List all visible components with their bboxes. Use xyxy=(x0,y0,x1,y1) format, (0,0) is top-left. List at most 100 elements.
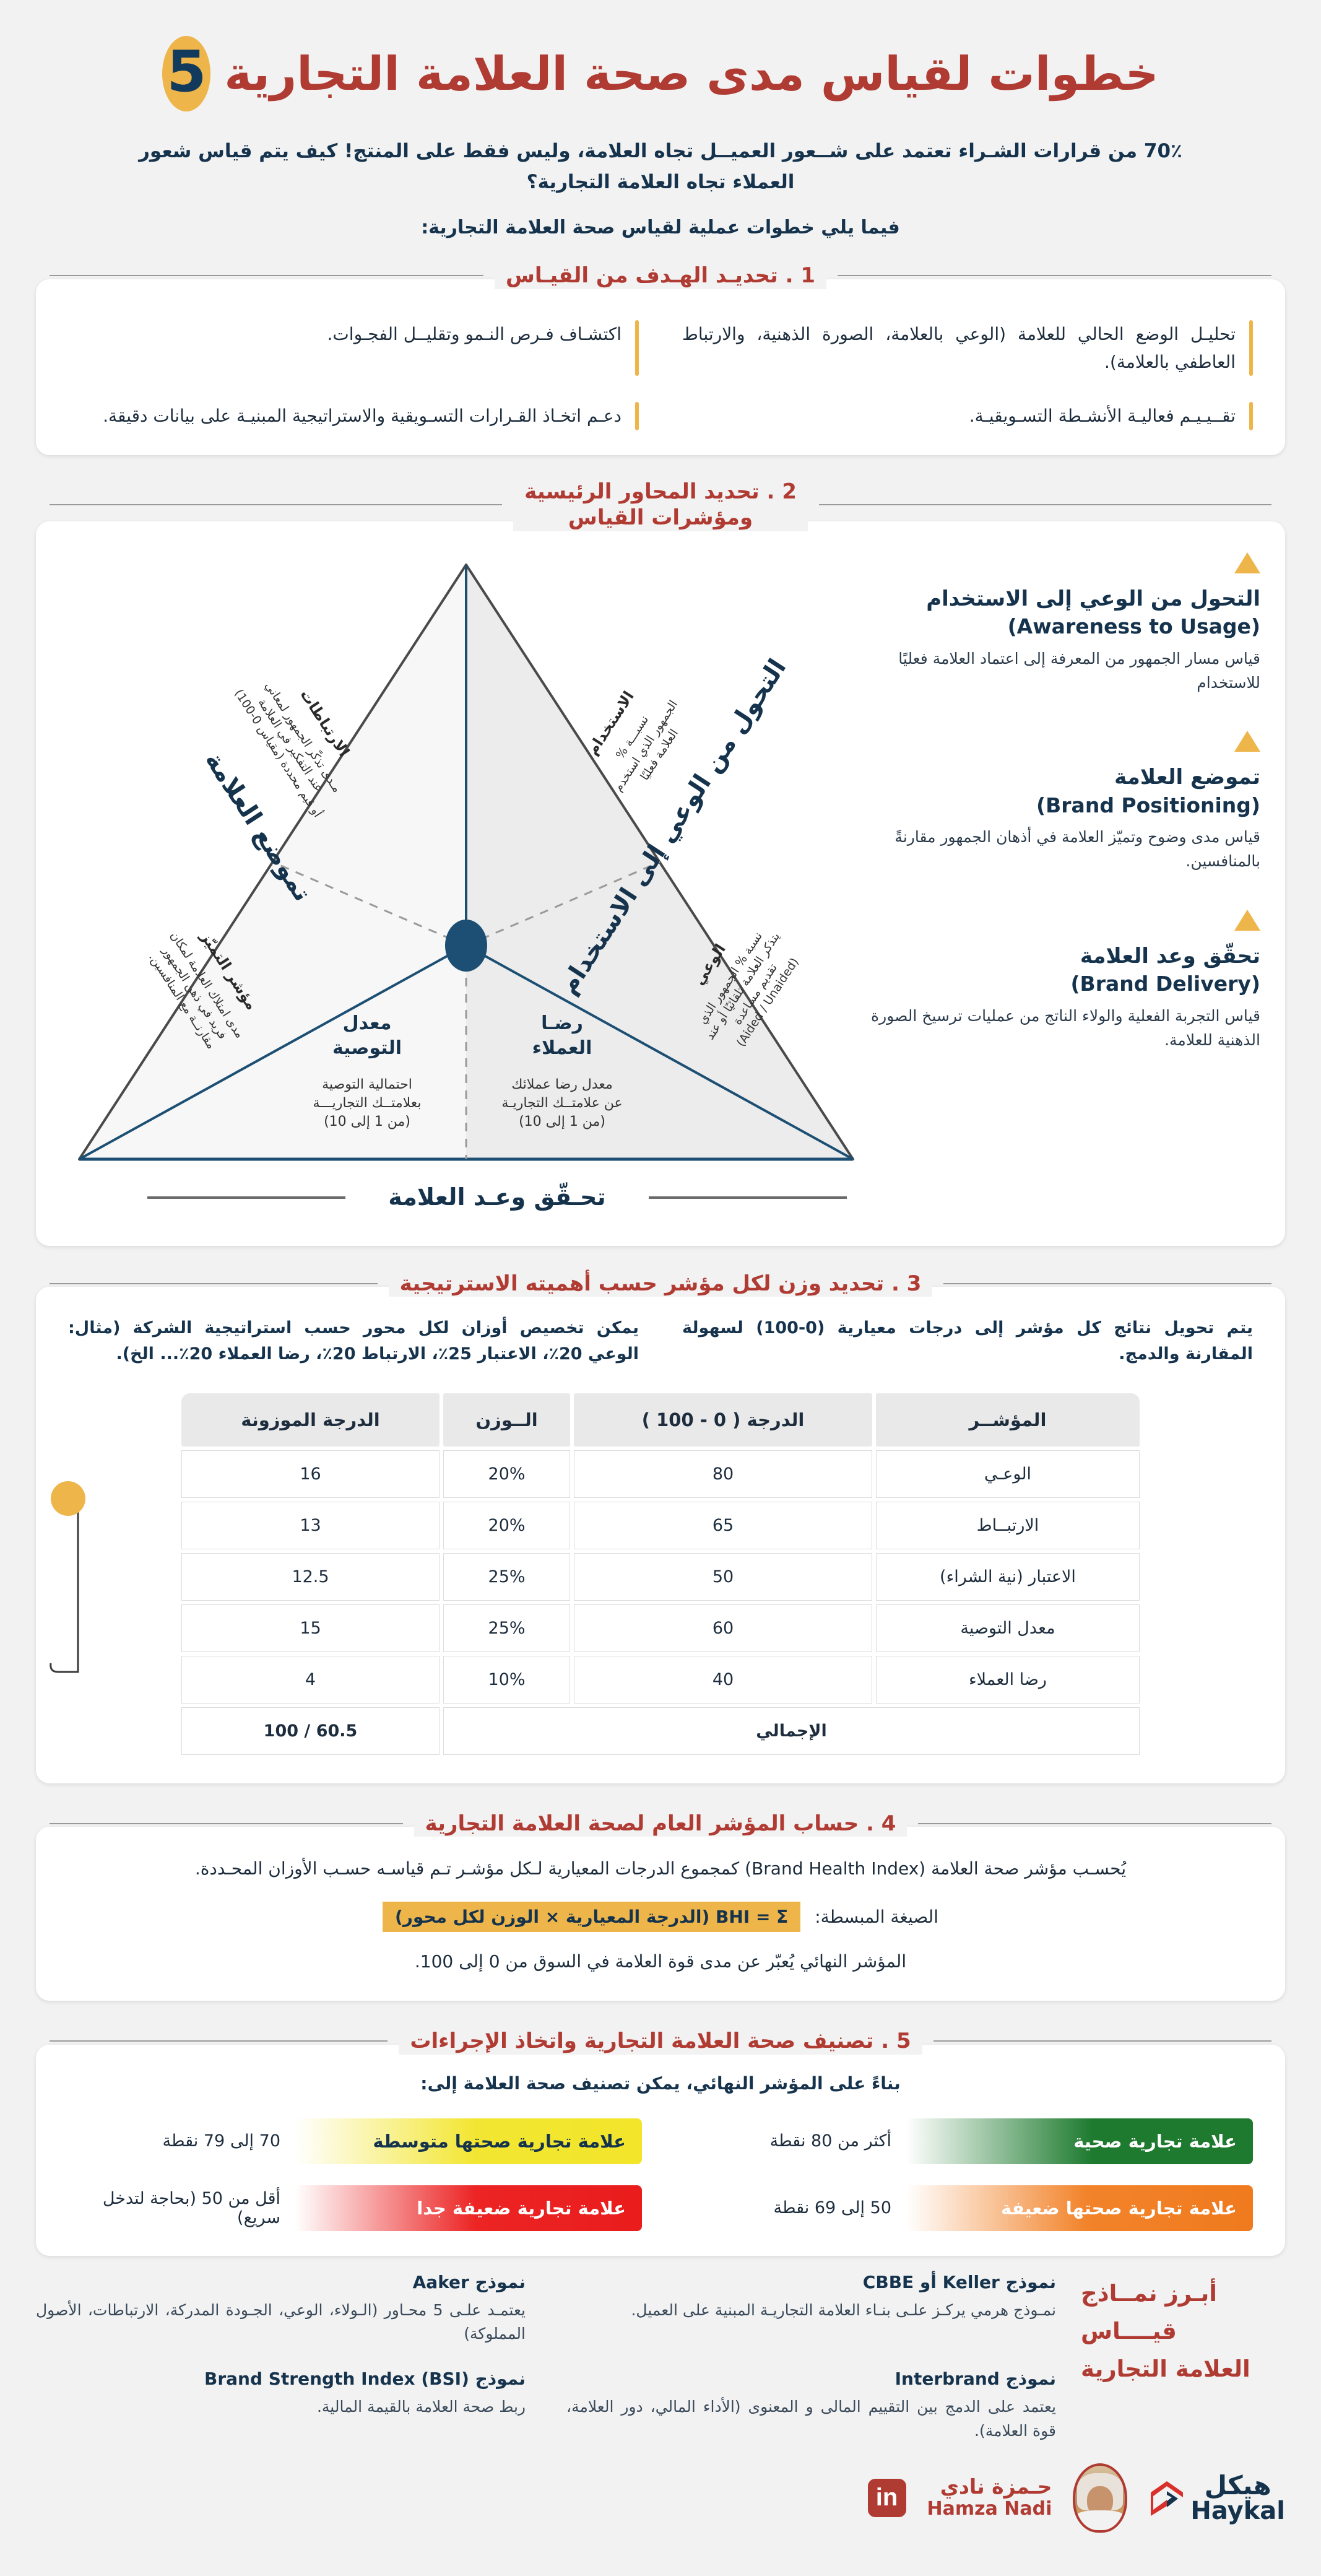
section-1-title: 1 . تحديـد الهـدف من القيـاس xyxy=(494,263,827,289)
weights-table: المؤشــر الدرجة ( 0 - 100 ) الــوزن الدر… xyxy=(178,1390,1143,1759)
axis-block: تحقّق وعد العلامة (Brand Delivery) قياس … xyxy=(864,909,1260,1053)
band-row: علامة تجارية صحتها متوسطة 70 إلى 79 نقطة xyxy=(68,2118,642,2164)
heading-rule-left xyxy=(918,1823,1272,1825)
section-2-title-line1: 2 . تحديد المحاور الرئيسية xyxy=(524,479,797,504)
haykal-name-en: Haykal xyxy=(1190,2496,1285,2525)
section-1-card: تحليـل الوضع الحالي للعلامة (الوعي بالعل… xyxy=(36,279,1285,455)
triangle-base-label: تحـقّق وعـد العلامة xyxy=(388,1181,605,1211)
author-name-block: حـمزة نادي Hamza Nadi xyxy=(927,2475,1052,2520)
svg-text:بعلامتــك التجاريـــة: بعلامتــك التجاريـــة xyxy=(313,1095,422,1111)
bhi-paragraph-2: المؤشر النهائي يُعبّر عن مدى قوة العلامة… xyxy=(414,1951,907,1972)
axis-block: التحول من الوعي إلى الاستخدام (Awareness… xyxy=(864,552,1260,695)
cell-metric: الارتبــاط xyxy=(875,1501,1140,1549)
axis-title-ar: تحقّق وعد العلامة xyxy=(1080,943,1260,968)
goal-grid: تحليـل الوضع الحالي للعلامة (الوعي بالعل… xyxy=(68,320,1253,430)
linkedin-icon[interactable]: in xyxy=(867,2478,906,2517)
col-weighted: الدرجة الموزونة xyxy=(181,1393,440,1447)
cell-score: 60 xyxy=(574,1604,872,1652)
axis-desc: قياس مسار الجمهور من المعرفة إلى اعتماد … xyxy=(898,649,1260,692)
band-healthy: علامة تجارية صحية xyxy=(906,2118,1253,2164)
page-title: خطوات لقياس مدى صحة العلامة التجارية xyxy=(224,46,1159,101)
cell-weighted: 16 xyxy=(181,1450,440,1498)
svg-text:معدل رضا عملائك: معدل رضا عملائك xyxy=(511,1077,613,1092)
axis-descriptions: التحول من الوعي إلى الاستخدام (Awareness… xyxy=(864,552,1260,1089)
step-count-badge: 5 xyxy=(162,36,211,111)
models-title-line2: قيــــاس xyxy=(1081,2317,1177,2344)
cell-weight: 25% xyxy=(443,1604,571,1652)
section-5-title: 5 . تصنيف صحة العلامة التجارية واتخاذ ال… xyxy=(399,2028,922,2055)
band-row: علامة تجارية صحتها ضعيفة 50 إلى 69 نقطة xyxy=(679,2185,1253,2231)
heading-rule-right xyxy=(50,504,503,506)
formula-label: الصيغة المبسطة: xyxy=(815,1907,938,1928)
brace-dot-icon xyxy=(51,1481,85,1516)
goal-text: تحليـل الوضع الحالي للعلامة (الوعي بالعل… xyxy=(682,323,1236,373)
heading-rule-right xyxy=(50,1283,378,1285)
haykal-name-ar: هيكل xyxy=(1204,2469,1271,2500)
svg-text:احتمالية التوصية: احتمالية التوصية xyxy=(322,1077,412,1092)
triangle-bullet-icon xyxy=(1234,731,1260,752)
triangle-bullet-icon xyxy=(1234,909,1260,931)
section-3-card: يتم تحويل نتائج كل مؤشر إلى درجات معياري… xyxy=(36,1287,1285,1783)
heading-rule-left xyxy=(838,275,1271,277)
accent-bar xyxy=(1249,402,1253,430)
cell-score: 40 xyxy=(574,1655,872,1704)
page-header: 5 خطوات لقياس مدى صحة العلامة التجارية 7… xyxy=(0,0,1321,242)
section-3-heading: 3 . تحديد وزن لكل مؤشر حسب أهميته الاستر… xyxy=(36,1270,1285,1297)
section-4-card: يُحسـب مؤشر صحة العلامة (Brand Health In… xyxy=(36,1827,1285,2001)
heading-rule-left xyxy=(943,1283,1271,1285)
page-lead: فيما يلي خطوات عملية لقياس صحة العلامة ا… xyxy=(421,217,900,239)
table-row: الوعـي 80 20% 16 xyxy=(181,1450,1140,1498)
svg-text:العملاء: العملاء xyxy=(532,1037,592,1059)
model-name: نموذج Keller أو CBBE xyxy=(862,2271,1056,2292)
axis-title-ar: التحول من الوعي إلى الاستخدام xyxy=(926,586,1260,611)
bhi-paragraph-1: يُحسـب مؤشر صحة العلامة (Brand Health In… xyxy=(194,1858,1127,1879)
band-note: أكثر من 80 نقطة xyxy=(769,2131,891,2151)
goal-item: اكتشـاف فـرص النـمو وتقليــل الفجـوات. xyxy=(68,320,639,376)
total-value: 60.5 / 100 xyxy=(181,1707,440,1755)
model-card: نموذج Aaker يعتمـد علـى 5 محـاور (الـولا… xyxy=(36,2272,526,2347)
models-title-line3: العلامة التجارية xyxy=(1081,2355,1250,2382)
model-name: نموذج Interbrand xyxy=(894,2369,1056,2390)
section-classification: 5 . تصنيف صحة العلامة التجارية واتخاذ ال… xyxy=(36,2028,1285,2256)
avatar-shoulders xyxy=(1075,2510,1125,2530)
section-axes: 2 . تحديد المحاور الرئيسية ومؤشرات القيا… xyxy=(36,478,1285,1246)
band-note: 70 إلى 79 نقطة xyxy=(162,2131,280,2151)
classification-bands: علامة تجارية صحية أكثر من 80 نقطة علامة … xyxy=(68,2118,1253,2231)
weights-intro-right: يتم تحويل نتائج كل مؤشر إلى درجات معياري… xyxy=(682,1318,1253,1364)
band-row: علامة تجارية ضعيفة جدا أقل من 50 (بحاجة … xyxy=(68,2185,642,2231)
haykal-mark-icon xyxy=(1148,2479,1185,2517)
section-2-card: التحول من الوعي إلى الاستخدام (Awareness… xyxy=(36,521,1285,1246)
band-note: 50 إلى 69 نقطة xyxy=(773,2198,891,2218)
cell-weight: 20% xyxy=(443,1501,571,1549)
band-weak: علامة تجارية صحتها ضعيفة xyxy=(906,2185,1253,2231)
svg-text:(من 1 إلى 10): (من 1 إلى 10) xyxy=(324,1114,410,1129)
band-note: أقل من 50 (بحاجة لتدخل سريع) xyxy=(102,2188,280,2227)
band-row: علامة تجارية صحية أكثر من 80 نقطة xyxy=(679,2118,1253,2164)
goal-text: دعـم اتخـاذ القـرارات التسـويقية والاستر… xyxy=(103,406,622,427)
svg-text:(من 1 إلى 10): (من 1 إلى 10) xyxy=(519,1114,605,1129)
brand-triangle-diagram: التحول من الوعي إلى الاستخدام تموضع العل… xyxy=(54,540,878,1221)
page-subtitle: 70٪ من قرارات الشـراء تعتمد على شــعور ا… xyxy=(139,140,1182,193)
cell-weight: 10% xyxy=(443,1655,571,1704)
cell-weight: 20% xyxy=(443,1450,571,1498)
cell-weighted: 12.5 xyxy=(181,1552,440,1601)
table-row: الاعتبار (نية الشراء) 50 25% 12.5 xyxy=(181,1552,1140,1601)
cell-score: 80 xyxy=(574,1450,872,1498)
table-header-row: المؤشــر الدرجة ( 0 - 100 ) الــوزن الدر… xyxy=(181,1393,1140,1447)
cell-weighted: 13 xyxy=(181,1501,440,1549)
model-desc: يعتمـد علـى 5 محـاور (الـولاء، الوعي، ال… xyxy=(36,2300,526,2343)
band-medium: علامة تجارية صحتها متوسطة xyxy=(295,2118,642,2164)
models-title-line1: أبـرز نمــاذج xyxy=(1081,2279,1217,2307)
page-footer: هيكل Haykal حـمزة نادي Hamza Nadi in xyxy=(0,2463,1321,2551)
accent-bar xyxy=(635,320,639,376)
cell-metric: الوعـي xyxy=(875,1450,1140,1498)
svg-text:عن علامتــك التجاريـة: عن علامتــك التجاريـة xyxy=(501,1095,622,1111)
section-2-title: 2 . تحديد المحاور الرئيسية ومؤشرات القيا… xyxy=(513,478,808,531)
models-title: أبـرز نمــاذج قيــــاس العلامة التجارية xyxy=(1081,2272,1285,2443)
haykal-logo[interactable]: هيكل Haykal xyxy=(1148,2469,1285,2525)
models-section: أبـرز نمــاذج قيــــاس العلامة التجارية … xyxy=(36,2272,1285,2443)
axis-desc: قياس التجربة الفعلية والولاء الناتج من ع… xyxy=(871,1006,1260,1049)
heading-rule-right xyxy=(50,1823,403,1825)
haykal-wordmark: هيكل Haykal xyxy=(1190,2469,1285,2525)
